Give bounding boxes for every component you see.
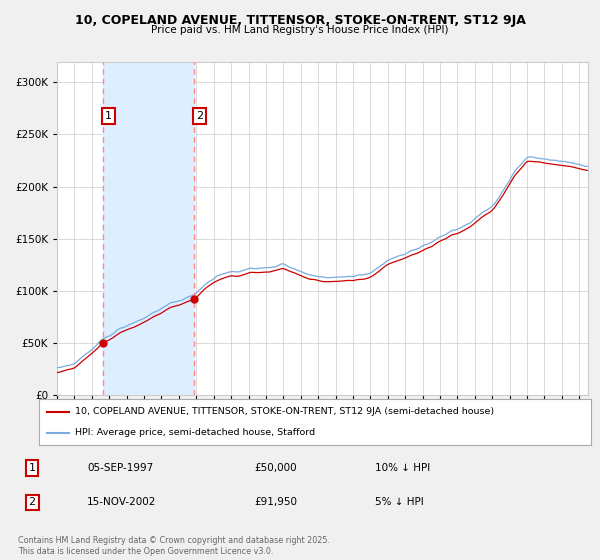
Text: 2: 2 — [29, 497, 36, 507]
Text: £91,950: £91,950 — [254, 497, 297, 507]
Text: 1: 1 — [29, 463, 35, 473]
Bar — [103, 62, 194, 395]
Text: Price paid vs. HM Land Registry's House Price Index (HPI): Price paid vs. HM Land Registry's House … — [151, 25, 449, 35]
Text: 10% ↓ HPI: 10% ↓ HPI — [375, 463, 430, 473]
Text: 05-SEP-1997: 05-SEP-1997 — [87, 463, 153, 473]
Text: 5% ↓ HPI: 5% ↓ HPI — [375, 497, 424, 507]
Text: HPI: Average price, semi-detached house, Stafford: HPI: Average price, semi-detached house,… — [75, 428, 315, 437]
Text: Contains HM Land Registry data © Crown copyright and database right 2025.
This d: Contains HM Land Registry data © Crown c… — [18, 536, 330, 556]
Text: 1: 1 — [105, 111, 112, 121]
Text: £50,000: £50,000 — [254, 463, 296, 473]
Text: 10, COPELAND AVENUE, TITTENSOR, STOKE-ON-TRENT, ST12 9JA: 10, COPELAND AVENUE, TITTENSOR, STOKE-ON… — [74, 14, 526, 27]
Text: 15-NOV-2002: 15-NOV-2002 — [87, 497, 156, 507]
Text: 2: 2 — [196, 111, 203, 121]
Text: 10, COPELAND AVENUE, TITTENSOR, STOKE-ON-TRENT, ST12 9JA (semi-detached house): 10, COPELAND AVENUE, TITTENSOR, STOKE-ON… — [75, 407, 494, 416]
